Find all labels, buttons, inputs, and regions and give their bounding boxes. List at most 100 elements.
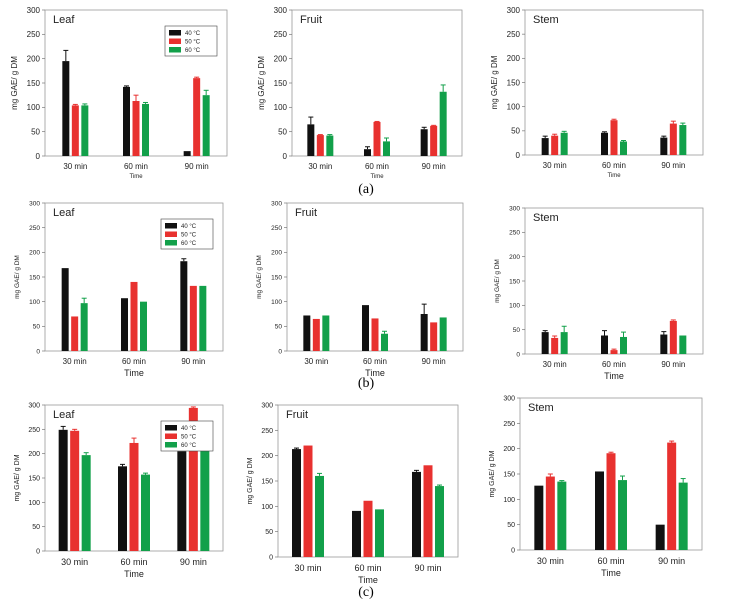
chart-title: Leaf (53, 409, 75, 421)
bar-60c-90min (679, 335, 687, 354)
y-tick-label: 50 (511, 127, 520, 136)
x-category-label: 90 min (181, 357, 205, 366)
x-axis-label: Time (124, 569, 144, 579)
bar-60c-30min (81, 105, 89, 156)
bar-60c-90min (202, 95, 210, 156)
bar-40c-30min (303, 315, 311, 351)
bar-40c-30min (541, 138, 549, 155)
bar-40c-60min (352, 510, 361, 557)
legend-label: 40 °C (181, 224, 197, 230)
bar-60c-60min (383, 141, 390, 156)
bar-40c-60min (601, 335, 608, 354)
y-tick-label: 50 (278, 127, 287, 136)
bar-60c-90min (439, 91, 447, 156)
bar-50c-30min (70, 430, 80, 551)
bar-60c-30min (560, 132, 568, 155)
x-axis-label: Time (370, 174, 384, 180)
bar-60c-60min (620, 336, 627, 354)
bar-60c-30min (81, 455, 91, 551)
bar-50c-30min (551, 337, 559, 354)
bar-40c-90min (660, 137, 668, 155)
y-tick-label: 0 (36, 348, 40, 355)
bar-40c-30min (58, 429, 68, 551)
x-category-label: 30 min (294, 563, 321, 573)
x-category-label: 60 min (363, 357, 387, 366)
y-tick-label: 250 (261, 428, 273, 435)
x-axis-label: Time (607, 173, 621, 179)
x-axis-label: Time (124, 368, 144, 378)
bar-40c-90min (177, 451, 187, 551)
bar-60c-30min (557, 481, 567, 550)
y-tick-label: 200 (29, 250, 40, 257)
x-category-label: 60 min (120, 557, 147, 567)
y-axis-label: mg GAE/ g DM (10, 56, 19, 110)
y-axis-label: mg GAE/ g DM (494, 259, 501, 303)
bar-60c-90min (439, 317, 447, 351)
bar-60c-60min (142, 103, 149, 156)
x-category-label: 90 min (661, 360, 685, 369)
bar-60c-60min (375, 509, 384, 557)
legend-label: 50 °C (181, 435, 197, 441)
y-tick-label: 250 (274, 30, 288, 39)
legend-label: 40 °C (181, 426, 197, 432)
y-tick-label: 0 (516, 151, 521, 160)
y-tick-label: 100 (507, 102, 521, 111)
y-tick-label: 100 (261, 504, 273, 511)
y-tick-label: 300 (274, 6, 288, 15)
x-category-label: 60 min (122, 357, 146, 366)
x-axis-label: Time (365, 368, 385, 378)
chart-a-stem: 0 50 100 150 200 250 300 mg GAE/ g DM Stem 30 min… (490, 6, 704, 179)
y-tick-label: 300 (28, 402, 40, 409)
y-tick-label: 100 (503, 497, 515, 504)
y-tick-label: 150 (27, 79, 41, 88)
x-category-label: 60 min (602, 161, 626, 170)
y-tick-label: 150 (503, 471, 515, 478)
y-tick-label: 0 (283, 152, 288, 161)
bar-50c-90min (669, 123, 677, 155)
bar-40c-60min (595, 471, 604, 550)
y-tick-label: 50 (31, 127, 40, 136)
y-tick-label: 250 (509, 230, 520, 237)
legend-swatch (165, 425, 177, 431)
y-tick-label: 200 (28, 451, 40, 458)
bar-40c-60min (601, 132, 608, 155)
y-tick-label: 50 (275, 324, 283, 331)
bar-40c-30min (534, 485, 544, 550)
chart-title: Fruit (286, 409, 308, 421)
bar-50c-90min (193, 78, 201, 156)
legend-swatch (169, 38, 181, 44)
y-tick-label: 300 (261, 402, 273, 409)
x-category-label: 30 min (308, 162, 332, 171)
bar-50c-30min (545, 476, 555, 550)
legend-swatch (169, 47, 181, 53)
legend-label: 40 °C (185, 31, 201, 37)
bar-60c-90min (199, 285, 207, 351)
bar-50c-30min (312, 318, 320, 351)
y-tick-label: 250 (507, 30, 521, 39)
chart-title: Fruit (295, 207, 317, 219)
x-category-label: 90 min (180, 557, 207, 567)
x-category-label: 30 min (543, 161, 567, 170)
bar-50c-30min (303, 445, 313, 557)
bar-40c-30min (541, 332, 549, 354)
chart-c-leaf: 0 50 100 150 200 250 300 mg GAE/ g DM Leaf 30 min… (14, 402, 224, 579)
y-tick-label: 150 (507, 78, 521, 87)
y-tick-label: 100 (509, 303, 520, 310)
y-axis-label: mg GAE/ g DM (257, 56, 266, 110)
bar-50c-30min (551, 135, 559, 155)
legend-label: 50 °C (185, 40, 201, 46)
y-tick-label: 200 (271, 250, 282, 257)
bar-40c-60min (121, 298, 128, 351)
legend-swatch (169, 30, 181, 36)
y-tick-label: 150 (271, 274, 282, 281)
legend-label: 60 °C (181, 443, 197, 449)
bar-50c-90min (669, 320, 677, 354)
chart-a-leaf: 0 50 100 150 200 250 300 mg GAE/ g DM Leaf 30 min… (10, 6, 228, 180)
x-axis-label: Time (129, 174, 143, 180)
x-axis-label: Time (604, 371, 624, 381)
bar-40c-30min (292, 449, 301, 557)
bar-40c-60min (364, 149, 371, 156)
bar-50c-30min (71, 316, 79, 351)
bar-40c-90min (412, 471, 421, 557)
